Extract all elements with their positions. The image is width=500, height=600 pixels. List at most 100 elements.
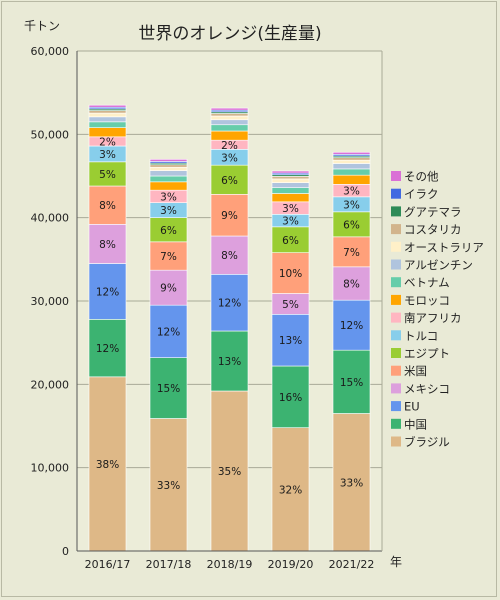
segment-data-label: 2% <box>99 136 116 148</box>
legend-label: アルゼンチン <box>404 258 473 272</box>
legend-swatch <box>391 436 401 447</box>
legend-label: モロッコ <box>404 293 450 307</box>
legend-label: コスタリカ <box>404 223 462 237</box>
segment-data-label: 6% <box>160 225 177 237</box>
segment-data-label: 7% <box>160 251 177 263</box>
bar-segment <box>271 178 310 183</box>
bar-segment <box>271 170 310 174</box>
bar-segment <box>149 164 188 168</box>
y-tick-label: 20,000 <box>31 378 70 391</box>
legend-label: トルコ <box>404 329 438 343</box>
segment-data-label: 8% <box>99 200 116 212</box>
segment-data-label: 12% <box>340 320 363 332</box>
y-tick-label: 0 <box>62 545 69 558</box>
bar-segment <box>149 304 188 358</box>
bar-segment <box>271 182 310 188</box>
bar-segment <box>332 266 371 301</box>
bar-segment <box>332 157 371 161</box>
legend-label: ベトナム <box>404 276 450 290</box>
legend-label: 中国 <box>404 417 427 431</box>
x-tick-label: 2021/22 <box>329 558 375 571</box>
segment-data-label: 5% <box>282 299 299 311</box>
bar-segment <box>271 187 310 194</box>
segment-data-label: 2% <box>221 140 238 152</box>
legend-swatch <box>391 383 401 394</box>
bar-segment <box>332 413 371 552</box>
legend-swatch <box>391 224 401 235</box>
bar-segment <box>88 110 127 114</box>
segment-data-label: 12% <box>157 326 180 338</box>
bar-segment <box>149 181 188 191</box>
y-tick-label: 50,000 <box>31 128 70 141</box>
x-tick-label: 2019/20 <box>268 558 314 571</box>
segment-data-label: 32% <box>279 484 302 496</box>
segment-data-label: 3% <box>160 205 177 217</box>
legend-swatch <box>391 365 401 376</box>
bar-segment <box>332 299 371 351</box>
segment-data-label: 8% <box>343 279 360 291</box>
bar-segment <box>88 319 127 378</box>
bar-segment <box>271 176 310 180</box>
y-tick-label: 30,000 <box>31 295 70 308</box>
legend-swatch <box>391 171 401 181</box>
chart-title: 世界のオレンジ(生産量) <box>138 24 321 44</box>
legend-swatch <box>391 294 401 305</box>
legend-label: その他 <box>404 170 439 184</box>
bar-segment <box>271 193 310 203</box>
bar-segment <box>271 314 310 367</box>
y-tick-label: 40,000 <box>31 212 70 225</box>
bar-segment <box>271 226 310 253</box>
segment-data-label: 8% <box>221 250 238 262</box>
legend: その他イラクグアテマラコスタリカオーストラリアアルゼンチンベトナムモロッコ南アフ… <box>391 170 484 449</box>
axes: 0 10,000 20,000 30,000 40,000 50,000 60,000 201… <box>31 45 383 571</box>
bar-segment <box>88 104 127 108</box>
bar-segment <box>332 349 371 414</box>
segment-data-label: 6% <box>221 175 238 187</box>
legend-label: イラク <box>404 187 439 201</box>
bar-segment <box>88 376 127 552</box>
legend-swatch <box>391 330 401 341</box>
legend-label: エジプト <box>404 347 450 361</box>
segment-data-label: 3% <box>99 149 116 161</box>
segment-data-label: 6% <box>282 235 299 247</box>
bars <box>88 104 371 552</box>
bar-segment <box>332 151 371 155</box>
bar-segment <box>88 121 127 128</box>
legend-swatch <box>391 277 401 288</box>
segment-data-label: 3% <box>160 191 177 203</box>
segment-data-label: 3% <box>221 152 238 164</box>
segment-data-label: 3% <box>282 203 299 215</box>
legend-label: グアテマラ <box>404 205 462 219</box>
bar-segment <box>210 119 249 126</box>
segment-data-label: 12% <box>96 286 119 298</box>
segment-data-label: 3% <box>282 216 299 228</box>
bar-segment <box>149 357 188 419</box>
legend-swatch <box>391 401 401 412</box>
bar-segment <box>88 185 127 225</box>
legend-label: メキシコ <box>404 382 450 396</box>
bar-segment <box>332 159 371 164</box>
segment-data-label: 3% <box>343 199 360 211</box>
segment-data-label: 13% <box>279 335 302 347</box>
segment-data-label: 33% <box>157 480 180 492</box>
legend-label: 米国 <box>404 364 427 378</box>
bar-segment <box>88 224 127 264</box>
segment-data-label: 35% <box>218 466 241 478</box>
bar-segment <box>149 159 188 162</box>
bar-segment <box>88 116 127 123</box>
legend-label: ブラジル <box>404 435 450 449</box>
bar-segment <box>149 170 188 177</box>
segment-data-label: 3% <box>343 186 360 198</box>
segment-data-label: 9% <box>160 283 177 295</box>
legend-label: 南アフリカ <box>404 311 462 325</box>
x-tick-label: 2018/19 <box>207 558 253 571</box>
bar-segment <box>332 174 371 185</box>
legend-swatch <box>391 241 401 252</box>
segment-data-label: 5% <box>99 169 116 181</box>
y-tick-label: 60,000 <box>31 45 70 58</box>
legend-swatch <box>391 259 401 270</box>
bar-segment <box>210 235 249 275</box>
